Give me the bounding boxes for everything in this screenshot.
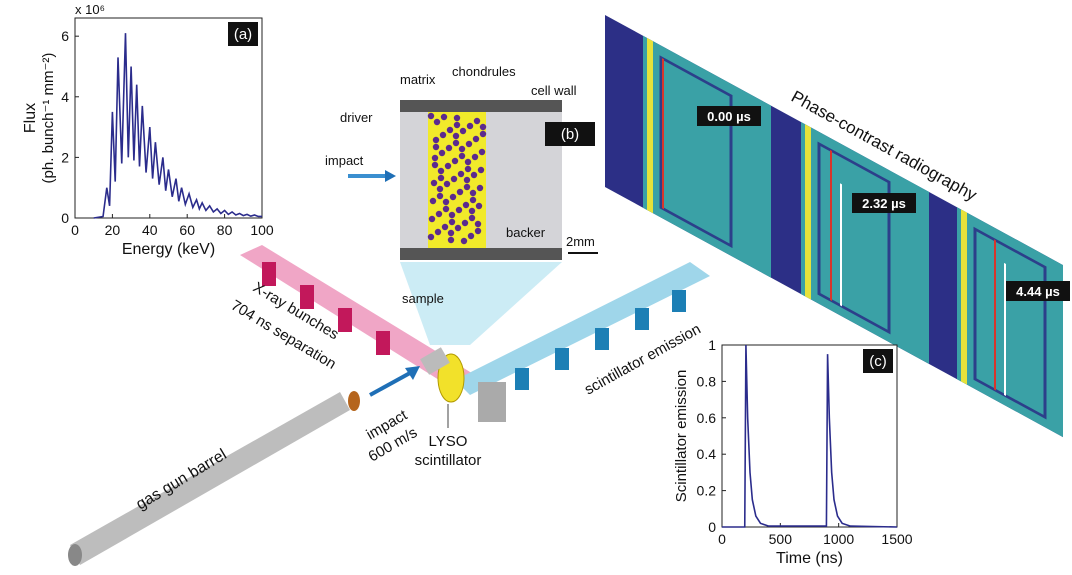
label: cell wall	[531, 83, 577, 98]
scale-label: x 10⁶	[75, 2, 105, 17]
x-axis-label: Time (ns)	[776, 550, 843, 567]
setup: sample X-ray bunches 704 ns separation i…	[68, 245, 710, 566]
x-tick-label: 80	[217, 222, 233, 238]
label: matrix	[400, 72, 436, 87]
x-axis-label: Energy (keV)	[122, 241, 215, 258]
label: chondrules	[452, 64, 516, 79]
y-tick-label: 1	[708, 337, 716, 353]
label: sample	[402, 291, 444, 306]
panel-label: (a)	[234, 26, 252, 43]
x-tick-label: 0	[718, 531, 726, 547]
time-label: 2.32 µs	[862, 196, 906, 211]
cell-diagram: (b) matrix chondrules cell wall driver i…	[325, 64, 598, 345]
time-label: 4.44 µs	[1016, 284, 1060, 299]
label: driver	[340, 110, 373, 125]
y-axis-label: Scintillator emission	[673, 370, 690, 503]
y-axis-units: (ph. bunch⁻¹ mm⁻²)	[40, 53, 57, 184]
x-tick-label: 0	[71, 222, 79, 238]
time-label: 0.00 µs	[707, 109, 751, 124]
y-tick-label: 0.8	[697, 373, 717, 389]
label: 2mm	[566, 234, 595, 249]
y-tick-label: 0.4	[697, 446, 717, 462]
y-tick-label: 0	[708, 519, 716, 535]
y-tick-label: 4	[61, 89, 69, 105]
label: scintillator	[415, 452, 482, 469]
y-tick-label: 2	[61, 149, 69, 165]
x-tick-label: 100	[250, 222, 274, 238]
figure: 0.00 µs 2.32 µs 4.44 µs Phase-contrast r…	[0, 0, 1072, 570]
x-tick-label: 20	[105, 222, 121, 238]
page: 0.00 µs 2.32 µs 4.44 µs Phase-contrast r…	[0, 0, 1072, 575]
y-tick-label: 0.6	[697, 410, 717, 426]
label: LYSO	[429, 433, 468, 450]
y-tick-label: 6	[61, 28, 69, 44]
x-tick-label: 1000	[823, 531, 854, 547]
panel-label: (c)	[869, 353, 887, 370]
label: backer	[506, 225, 546, 240]
plot-area	[75, 18, 262, 218]
x-tick-label: 1500	[881, 531, 912, 547]
panel-label: (b)	[561, 126, 579, 143]
y-tick-label: 0	[61, 210, 69, 226]
x-tick-label: 40	[142, 222, 158, 238]
x-tick-label: 500	[769, 531, 793, 547]
label: impact	[325, 153, 364, 168]
y-axis-label: Flux	[22, 103, 39, 133]
x-tick-label: 60	[179, 222, 195, 238]
y-tick-label: 0.2	[697, 483, 717, 499]
